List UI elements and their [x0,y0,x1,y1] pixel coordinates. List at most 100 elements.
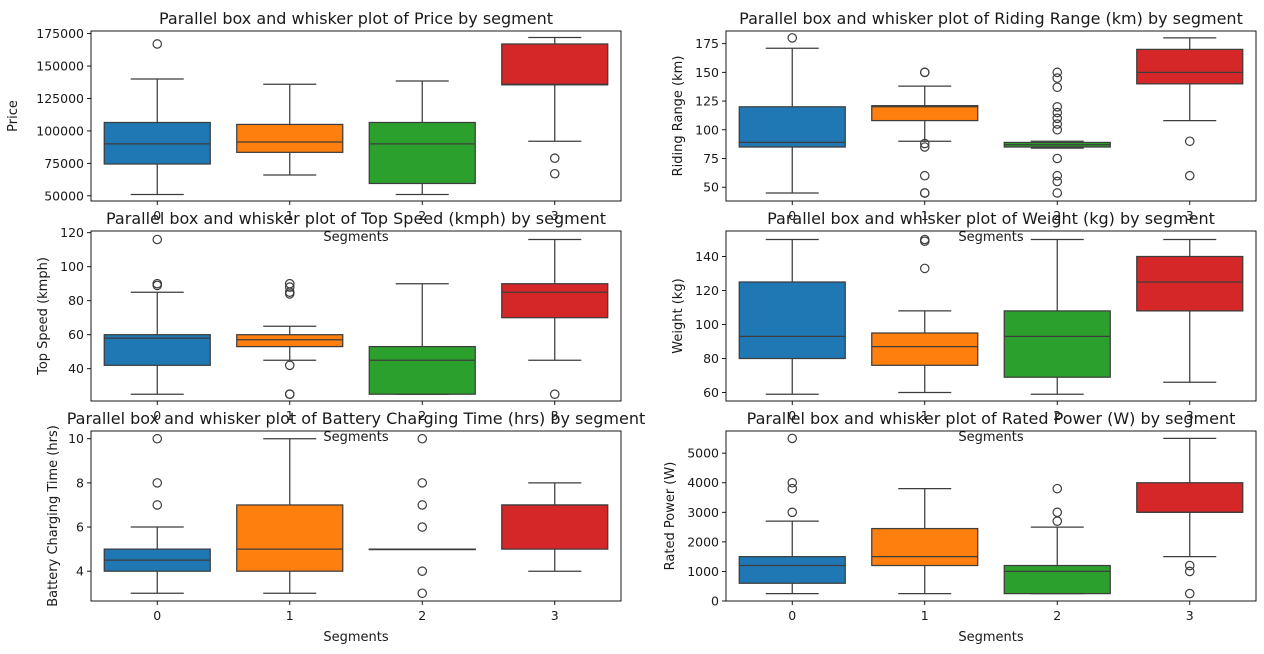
y-axis-label: Riding Range (km) [671,56,686,177]
outlier-point [1052,73,1063,83]
box-segment-3 [501,238,609,399]
chart-title: Parallel box and whisker plot of Battery… [67,409,646,428]
box-segment-3 [1136,238,1244,383]
x-tick-label: 2 [1053,408,1061,423]
chart-title: Parallel box and whisker plot of Riding … [739,9,1243,28]
y-tick-label: 140 [695,249,719,264]
outlier-point [549,168,560,179]
y-axis-label: Battery Charging Time (hrs) [46,425,61,607]
outlier-point [417,500,428,510]
y-tick-label: 0 [711,594,719,609]
subplot-1: 50 75 100 125 150 175 0 1 2 3 Segments Riding Range… [671,9,1257,245]
x-tick-label: 0 [153,408,161,423]
box-iqr [871,332,979,366]
x-axis-label: Segments [958,230,1024,245]
outlier-point [1052,176,1063,187]
chart-title: Parallel box and whisker plot of Price b… [159,9,553,28]
outlier-point [787,33,798,43]
y-tick-label: 4000 [687,475,719,490]
y-tick-label: 120 [60,225,84,240]
outlier-point [919,138,930,149]
x-tick-label: 2 [1053,608,1061,623]
box-segment-2 [368,433,476,599]
box-iqr [501,43,609,86]
box-iqr [738,281,846,360]
y-tick-label: 100 [695,122,719,137]
outlier-point [1184,588,1195,599]
subplot-5: 0 1000 2000 3000 4000 5000 0 1 2 3 Segments Rated P… [663,409,1257,645]
axes-frame [90,230,622,402]
x-tick-label: 2 [418,208,426,223]
outlier-point [787,433,798,444]
outlier-point [549,153,560,163]
y-tick-label: 1000 [687,564,719,579]
box-segment-3 [501,482,609,572]
y-tick-label: 40 [68,361,84,376]
outlier-point [417,566,428,576]
outlier-point [1184,136,1195,147]
y-tick-label: 5000 [687,446,719,461]
outlier-point [919,188,930,198]
outlier-point [152,39,163,49]
box-segment-3 [501,36,609,179]
outlier-point [919,170,930,181]
box-segment-2 [368,80,476,196]
y-tick-label: 150000 [36,59,84,74]
outlier-point [152,234,163,245]
outlier-point [1052,82,1063,93]
x-axis-label: Segments [958,630,1024,645]
outlier-point [1052,516,1063,526]
box-segment-0 [103,433,211,594]
x-tick-label: 3 [551,208,559,223]
box-iqr [236,123,344,153]
chart-title: Parallel box and whisker plot of Top Spe… [106,209,606,228]
outlier-point [1052,507,1063,518]
x-axis-label: Segments [958,430,1024,445]
outlier-point [919,67,930,78]
outlier-point [284,389,295,399]
outlier-point [1052,170,1063,181]
axes-frame [90,30,622,202]
box-segment-1 [871,488,979,595]
box-iqr [871,105,979,122]
outlier-point [919,263,930,274]
outlier-point [1052,124,1063,135]
x-tick-label: 3 [551,408,559,423]
y-tick-label: 125000 [36,91,84,106]
y-tick-label: 100 [60,259,84,274]
outlier-point [417,433,428,444]
box-segment-3 [1136,437,1244,599]
outlier-point [417,588,428,599]
outlier-point [284,282,295,292]
x-tick-label: 1 [286,208,294,223]
y-tick-label: 120 [695,283,719,298]
outlier-point [152,280,163,291]
y-tick-label: 3000 [687,505,719,520]
box-segment-0 [738,238,846,395]
axes-frame [725,230,1257,402]
box-segment-0 [103,234,211,395]
y-tick-label: 75000 [44,156,84,171]
outlier-point [1052,188,1063,198]
box-iqr [738,556,846,584]
box-iqr [1136,482,1244,513]
y-tick-label: 8 [76,475,84,490]
outlier-point [417,478,428,488]
outlier-point [1052,153,1063,164]
y-tick-label: 100000 [36,123,84,138]
box-iqr [236,334,344,348]
box-segment-1 [871,234,979,394]
y-tick-label: 4 [76,564,84,579]
x-tick-label: 1 [921,608,929,623]
outlier-point [417,522,428,532]
box-iqr [103,334,211,366]
box-segment-0 [738,433,846,595]
outlier-point [284,289,295,299]
y-tick-label: 175 [695,36,719,51]
box-segment-3 [1136,37,1244,181]
x-tick-label: 3 [1186,408,1194,423]
x-axis-label: Segments [323,630,389,645]
box-segment-2 [1003,483,1111,595]
box-iqr [501,283,609,319]
